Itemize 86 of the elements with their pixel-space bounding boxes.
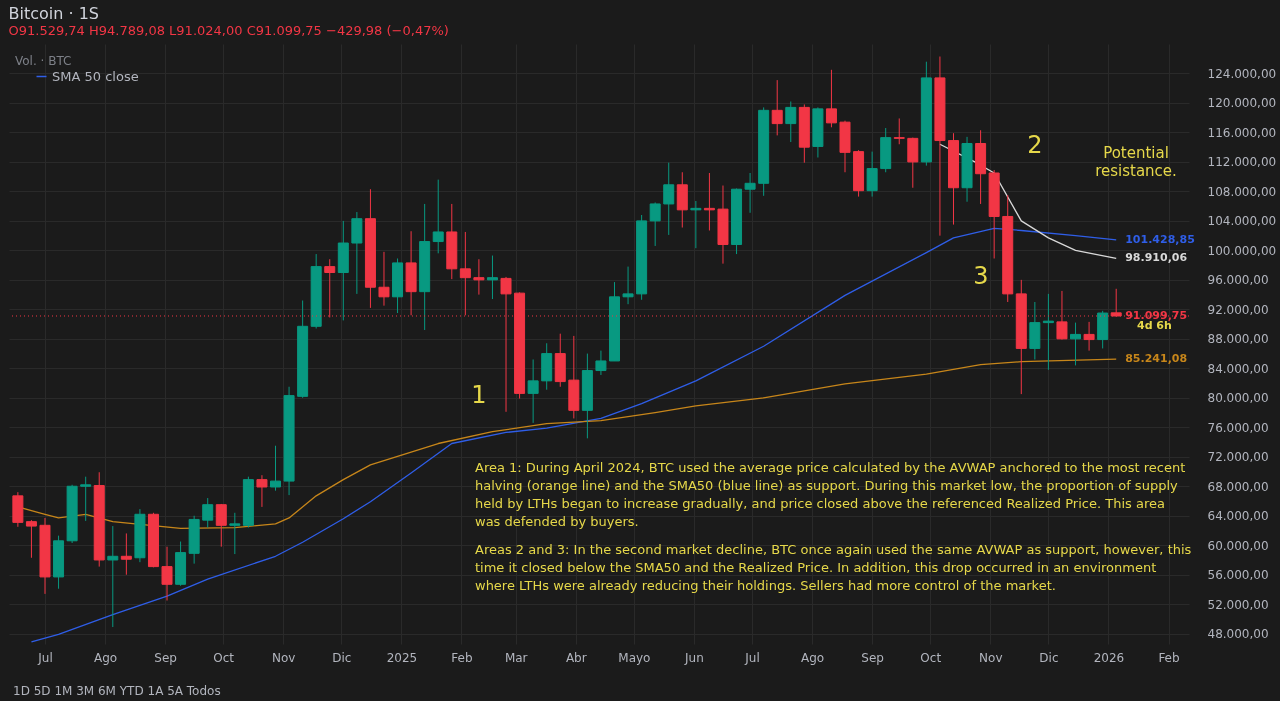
candlestick	[120, 532, 132, 576]
x-tick-label: 2026	[1093, 650, 1125, 665]
y-tick-label: 64.000,00	[1207, 509, 1269, 524]
candlestick	[107, 525, 119, 628]
candlestick	[649, 201, 661, 247]
candlestick	[256, 474, 268, 508]
candlestick	[771, 79, 783, 136]
candlestick	[161, 546, 173, 602]
annotation: 98.910,06	[1125, 251, 1188, 265]
annotation: 1	[471, 381, 487, 409]
annotation: Vol. · BTC	[15, 54, 72, 68]
candlestick	[893, 117, 905, 145]
chart-subtitle: O91.529,74 H94.789,08 L91.024,00 C91.099,75 −429,98 (−0,47%)	[8, 23, 449, 38]
chart-title: Bitcoin · 1S	[8, 4, 99, 23]
x-tick-label: Nov	[272, 650, 296, 665]
x-tick-label: Mar	[504, 650, 528, 665]
x-tick-label: Ago	[93, 650, 118, 665]
annotation: Area 1: During April 2024, BTC used the average price calculated by the AVWAP anchored to the most recent halving (orange line) and the SMA50 (blue line) as support. During this market low, the proportion of supply held by LTHs began to increase gradually, and price closed above the referenced Realized Price. This area was defended by buyers.	[475, 460, 1186, 529]
x-tick-label: Ago	[800, 650, 825, 665]
candlestick	[80, 476, 92, 522]
candlestick	[744, 172, 756, 214]
y-tick-label: 76.000,00	[1207, 420, 1269, 435]
x-tick-label: 2025	[386, 650, 418, 665]
x-tick-label: Sep	[154, 650, 177, 665]
candlestick	[527, 358, 539, 424]
candlestick	[215, 503, 227, 548]
annotation: Potential resistance.	[1095, 144, 1177, 180]
annotation: Areas 2 and 3: In the second market decline, BTC once again used the same AVWAP as support, however, this time it closed below the SMA50 and the Realized Price. In addition, this drop occurred in an environment where LTHs were already reducing their holdings. Sellers had more control of the market.	[475, 542, 1192, 593]
annotation: 3	[973, 262, 989, 290]
x-tick-label: Dic	[332, 650, 352, 665]
y-tick-label: 96.000,00	[1207, 273, 1269, 288]
y-tick-label: 120.000,00	[1207, 96, 1277, 111]
y-tick-label: 48.000,00	[1207, 627, 1269, 642]
candlestick	[663, 162, 675, 236]
candlestick	[270, 445, 282, 492]
candlestick	[378, 251, 390, 307]
candlestick	[825, 69, 837, 128]
x-tick-label: Jul	[744, 650, 760, 665]
candlestick	[459, 231, 471, 316]
y-tick-label: 52.000,00	[1207, 597, 1269, 612]
candlestick	[1083, 321, 1095, 352]
y-tick-label: 56.000,00	[1207, 568, 1269, 583]
x-tick-label: Oct	[213, 650, 235, 665]
y-tick-label: 124.000,00	[1207, 66, 1277, 81]
candlestick	[473, 258, 485, 296]
candlestick	[866, 151, 878, 198]
y-tick-label: 92.000,00	[1207, 302, 1269, 317]
x-tick-label: Jul	[37, 650, 53, 665]
legend-label: SMA 50 close	[52, 68, 139, 84]
candlestick	[690, 200, 702, 249]
x-tick-label: Abr	[565, 650, 587, 665]
x-tick-label: Dic	[1039, 650, 1059, 665]
x-tick-label: Nov	[979, 650, 1003, 665]
candlestick	[907, 137, 919, 189]
text: 1D 5D 1M 3M 6M YTD 1A 5A Todos	[13, 684, 221, 698]
y-tick-label: 88.000,00	[1207, 332, 1269, 347]
y-tick-label: 80.000,00	[1207, 391, 1269, 406]
candlestick	[202, 497, 214, 529]
annotation: 2	[1027, 131, 1043, 159]
candlestick	[486, 255, 498, 300]
y-tick-label: 100.000,00	[1207, 243, 1277, 258]
x-tick-label: Mayo	[618, 650, 651, 665]
candlestick	[1070, 322, 1082, 366]
y-tick-label: 112.000,00	[1207, 155, 1277, 170]
candlestick	[229, 512, 241, 555]
x-tick-label: Feb	[1158, 650, 1180, 665]
x-tick-label: Jun	[684, 650, 704, 665]
y-tick-label: 104.000,00	[1207, 214, 1277, 229]
candlestick	[1042, 293, 1054, 371]
y-tick-label: 84.000,00	[1207, 361, 1269, 376]
candlestick	[622, 266, 634, 305]
y-tick-label: 68.000,00	[1207, 479, 1269, 494]
y-tick-label: 72.000,00	[1207, 450, 1269, 465]
annotation: 85.241,08	[1125, 352, 1188, 366]
candlestick	[785, 100, 797, 143]
y-tick-label: 116.000,00	[1207, 125, 1277, 140]
x-tick-label: Oct	[920, 650, 942, 665]
candlestick	[595, 350, 607, 376]
x-tick-label: Feb	[451, 650, 473, 665]
ref-line-label: 91.099,75	[1125, 308, 1188, 322]
y-tick-label: 60.000,00	[1207, 538, 1269, 553]
annotation: 101.428,85	[1125, 232, 1195, 246]
candlestick	[432, 179, 444, 254]
x-tick-label: Sep	[861, 650, 884, 665]
candlestick	[25, 519, 37, 559]
y-tick-label: 108.000,00	[1207, 184, 1277, 199]
